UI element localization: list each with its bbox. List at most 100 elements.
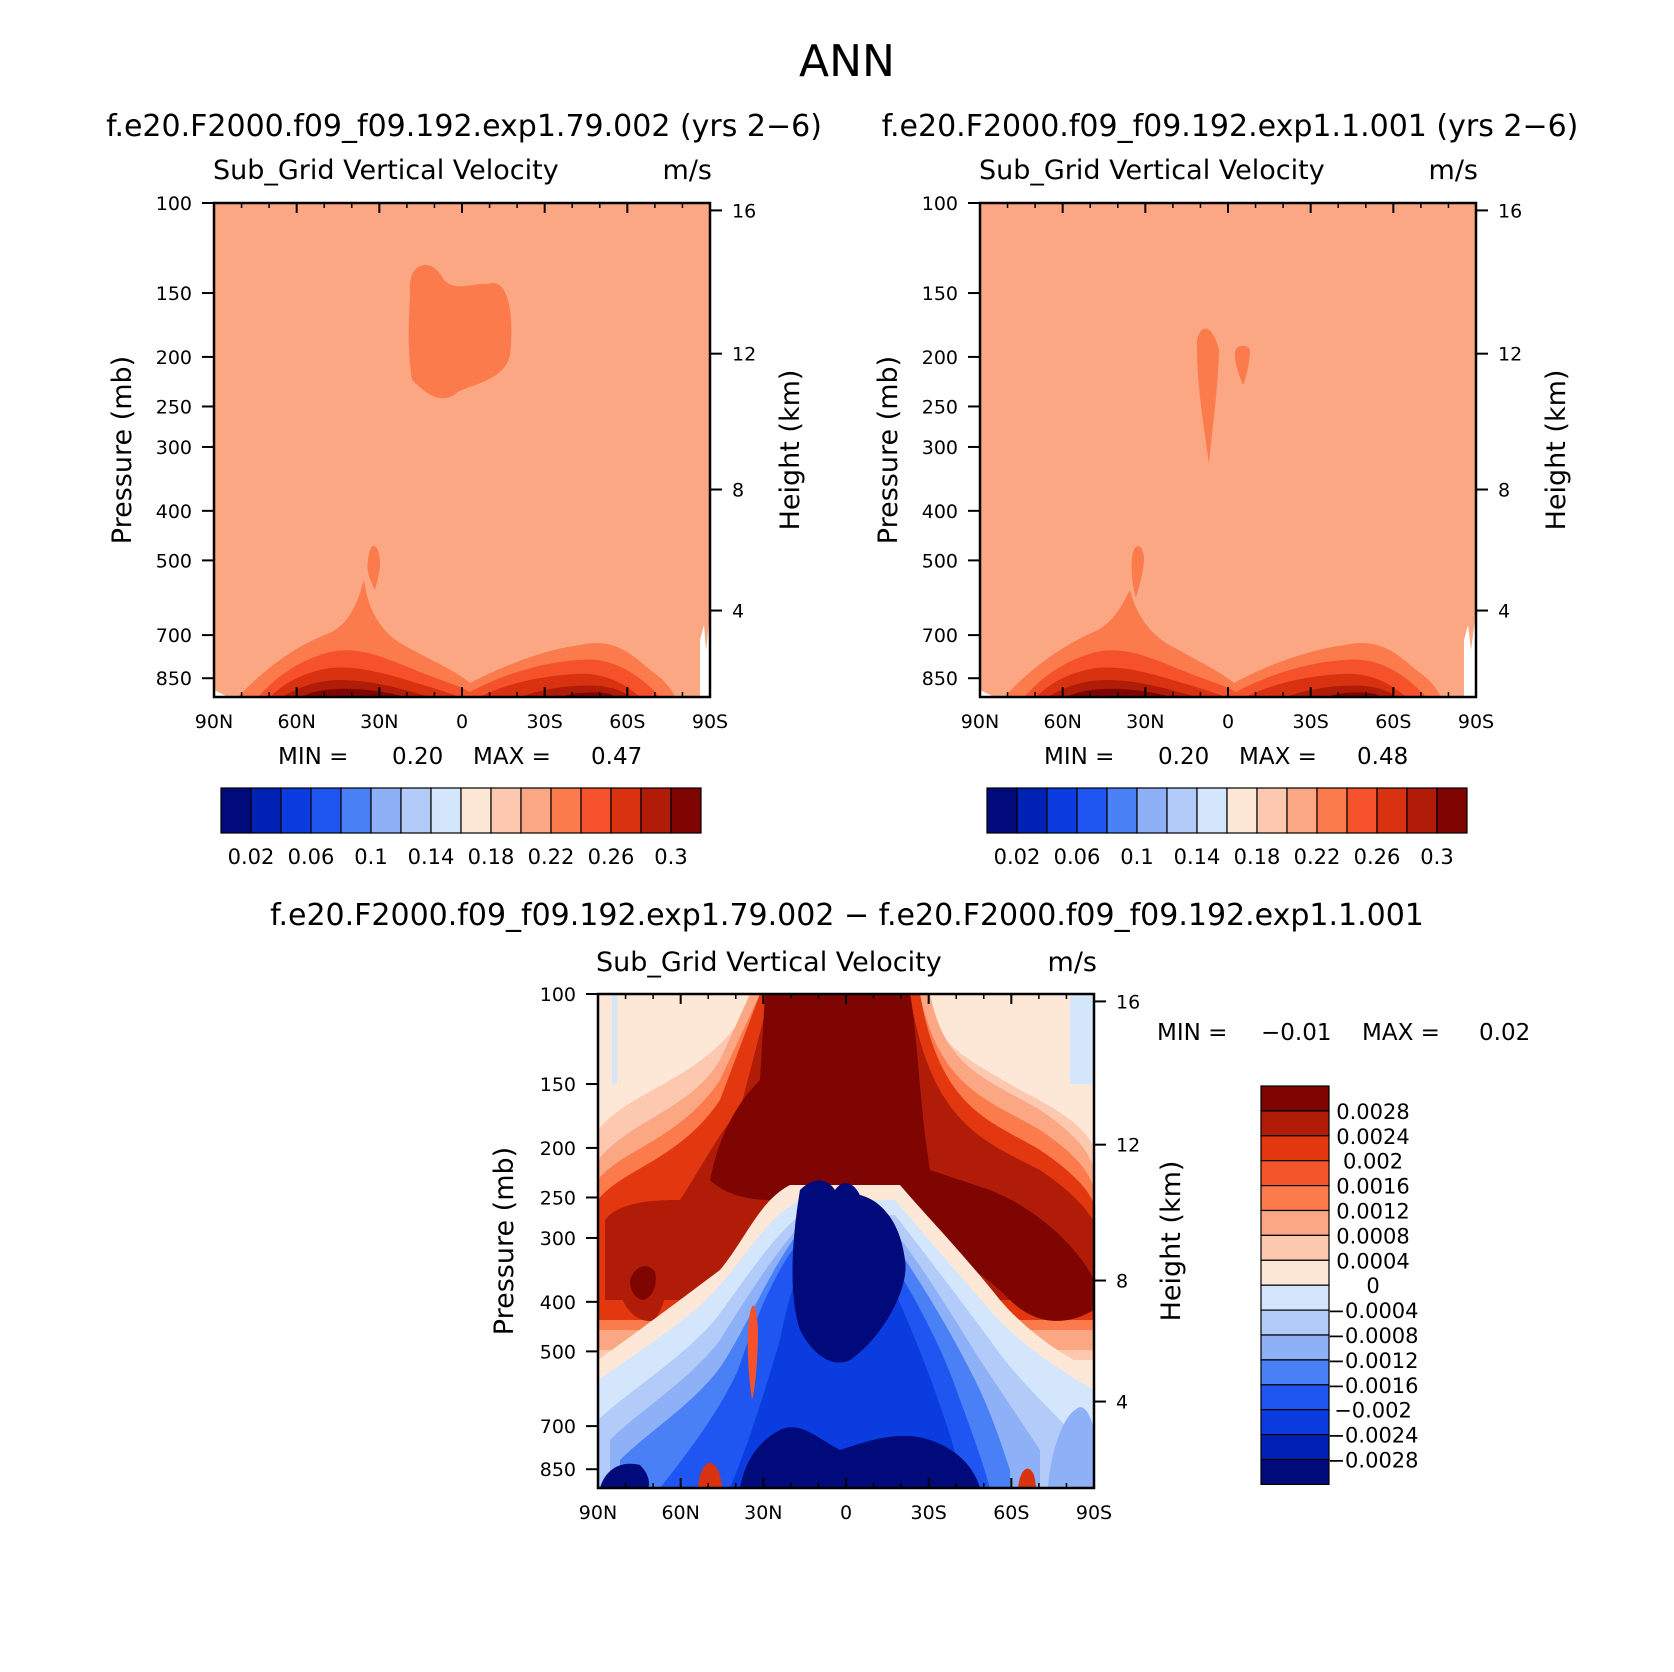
y-tick-label: 850 — [156, 668, 192, 690]
colorbar-box — [370, 787, 402, 834]
colorbar-label: −0.0004 — [1327, 1299, 1418, 1323]
max-label: MAX = — [1362, 1020, 1440, 1046]
contour-field — [214, 203, 710, 697]
colorbar-box — [250, 787, 282, 834]
y-tick-label: 300 — [156, 437, 192, 459]
missing-data-lowest — [214, 690, 228, 697]
max-label: MAX = — [473, 744, 551, 770]
colorbar-box — [1260, 1359, 1330, 1386]
y-right-tick-label: 12 — [1116, 1135, 1140, 1157]
colorbar-box — [1406, 787, 1438, 834]
colorbar-box — [1260, 1160, 1330, 1187]
max-value: 0.47 — [591, 744, 642, 770]
colorbar-label: 0.0008 — [1336, 1224, 1409, 1248]
frame-ticks-2: 90N 60N 30N 0 30S 60S 90S 100 150 200 250 300 400 500… — [922, 193, 1522, 733]
x-tick-label: 60N — [661, 1502, 699, 1524]
units-label: m/s — [1429, 155, 1478, 186]
colorbar-label: −0.0012 — [1327, 1349, 1418, 1373]
colorbar-label: 0.22 — [1294, 845, 1341, 869]
min-value: −0.01 — [1261, 1020, 1331, 1046]
panel-title: f.e20.F2000.f09_f09.192.exp1.79.002 (yrs… — [106, 109, 822, 144]
y-axis-label: Pressure (mb) — [107, 356, 138, 544]
y-right-tick-label: 8 — [1116, 1271, 1128, 1293]
colorbar-box — [1260, 1334, 1330, 1361]
frame-ticks-1: 90N 60N 30N 0 30S 60S 90S 100 150 200 250 300 400 500… — [156, 193, 756, 733]
colorbar-box — [1076, 787, 1108, 834]
colorbar-box — [460, 787, 492, 834]
colorbar-box — [670, 787, 702, 834]
colorbar-box — [1260, 1209, 1330, 1236]
colorbar-box — [1226, 787, 1258, 834]
colorbar-label: 0.0016 — [1336, 1175, 1409, 1199]
y-right-tick-label: 16 — [1116, 991, 1140, 1013]
contour-strip-left — [612, 994, 617, 1084]
y-axis-label: Pressure (mb) — [489, 1147, 520, 1335]
y-tick-label: 200 — [922, 347, 958, 369]
min-value: 0.20 — [1158, 744, 1209, 770]
colorbar-box — [1136, 787, 1168, 834]
y-tick-label: 400 — [922, 501, 958, 523]
y-tick-label: 300 — [540, 1228, 576, 1250]
figure-title: ANN — [799, 36, 895, 87]
panel-difference: f.e20.F2000.f09_f09.192.exp1.79.002 − f.… — [270, 898, 1530, 1524]
colorbar-label: 0.26 — [1354, 845, 1401, 869]
colorbar-label: 0.002 — [1343, 1150, 1403, 1174]
y-right-tick-label: 16 — [732, 200, 756, 222]
stats-line: MIN = 0.20 MAX = 0.47 — [278, 744, 642, 770]
panel-title: f.e20.F2000.f09_f09.192.exp1.1.001 (yrs … — [882, 109, 1579, 144]
colorbar-label: 0.14 — [408, 845, 455, 869]
colorbar-box — [1260, 1409, 1330, 1436]
y-tick-label: 700 — [540, 1416, 576, 1438]
colorbar-box — [1260, 1309, 1330, 1336]
y-right-tick-label: 4 — [732, 601, 744, 623]
missing-data-edge — [700, 615, 710, 697]
x-tick-label: 60N — [1043, 711, 1081, 733]
y-tick-label: 100 — [540, 984, 576, 1006]
colorbar-box — [1016, 787, 1048, 834]
y-tick-label: 100 — [156, 193, 192, 215]
colorbar-box — [1260, 1433, 1330, 1461]
y-tick-label: 400 — [156, 501, 192, 523]
y-tick-label: 250 — [540, 1187, 576, 1209]
colorbar-label: −0.0028 — [1327, 1449, 1418, 1473]
y-right-tick-label: 12 — [732, 344, 756, 366]
y-right-tick-label: 8 — [1498, 480, 1510, 502]
y-tick-label: 150 — [922, 283, 958, 305]
colorbar-box — [1286, 787, 1318, 834]
colorbar-box — [1166, 787, 1198, 834]
colorbar-box — [280, 787, 312, 834]
max-label: MAX = — [1239, 744, 1317, 770]
colorbar-label: 0.0004 — [1336, 1249, 1409, 1273]
colorbar: 0.02 0.06 0.1 0.14 0.18 0.22 0.26 0.3 — [220, 787, 702, 869]
variable-name: Sub_Grid Vertical Velocity — [213, 155, 559, 186]
colorbar-box — [1260, 1085, 1330, 1112]
colorbar-box — [580, 787, 612, 834]
y-right-tick-label: 12 — [1498, 344, 1522, 366]
colorbar-box — [1316, 787, 1348, 834]
colorbar-box — [430, 787, 462, 834]
colorbar-label: −0.002 — [1334, 1399, 1412, 1423]
y-tick-label: 200 — [540, 1138, 576, 1160]
contour-thin-tongue — [367, 545, 381, 590]
x-tick-label: 30S — [527, 711, 563, 733]
y-tick-label: 500 — [156, 550, 192, 572]
x-tick-label: 90N — [579, 1502, 617, 1524]
colorbar-label: 0.1 — [354, 845, 387, 869]
x-tick-label: 60S — [1375, 711, 1411, 733]
min-label: MIN = — [1044, 744, 1114, 770]
y-tick-label: 500 — [922, 550, 958, 572]
y-tick-label: 850 — [922, 668, 958, 690]
units-label: m/s — [1048, 947, 1097, 978]
colorbar-box — [986, 787, 1018, 834]
colorbar-box — [640, 787, 672, 834]
x-tick-label: 30S — [1293, 711, 1329, 733]
colorbar-box — [1260, 1110, 1330, 1137]
x-tick-label: 0 — [840, 1502, 852, 1524]
y-tick-label: 400 — [540, 1292, 576, 1314]
x-tick-label: 30N — [1126, 711, 1164, 733]
colorbar-label: 0.1 — [1120, 845, 1153, 869]
frame-ticks-3: 90N 60N 30N 0 30S 60S 90S 100 150 200 250 300 400 500… — [540, 984, 1140, 1524]
y-tick-label: 500 — [540, 1341, 576, 1363]
min-label: MIN = — [278, 744, 348, 770]
colorbar-box — [1346, 787, 1378, 834]
